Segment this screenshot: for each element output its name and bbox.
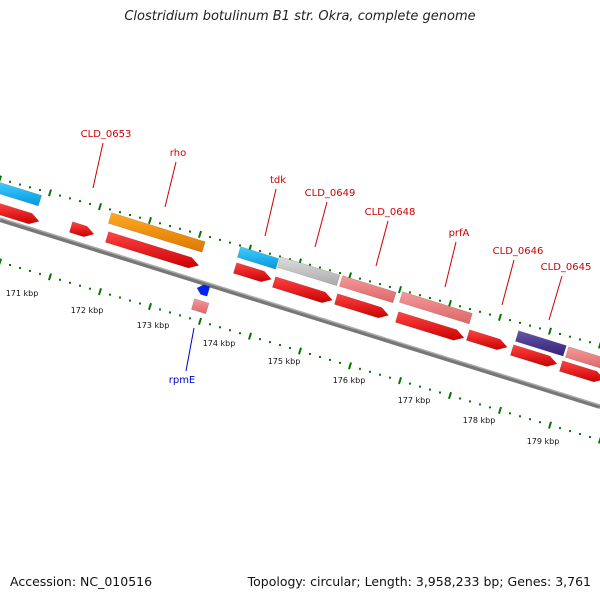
leader-line <box>444 241 457 288</box>
feature-pink-0648 <box>339 275 397 304</box>
leader-line <box>92 142 104 189</box>
gene-label: tdk <box>270 175 286 186</box>
cds-arrow-5 <box>272 276 333 304</box>
leader-line <box>164 161 177 208</box>
map-title: Clostridium botulinum B1 str. Okra, comp… <box>124 9 476 24</box>
cds-arrow-10 <box>559 360 600 383</box>
gene-label: CLD_0648 <box>365 207 416 218</box>
gene-label: CLD_0646 <box>493 246 544 257</box>
leader-line <box>375 220 389 267</box>
kbp-tick-label: 171 kbp <box>6 289 39 298</box>
leader-line <box>314 201 328 248</box>
feature-gray-0649 <box>277 256 341 286</box>
feature-blue-tdk <box>237 246 280 270</box>
cds-arrow-7 <box>395 311 465 341</box>
backbone <box>0 217 600 409</box>
kbp-tick-label: 178 kbp <box>463 416 496 425</box>
gene-label: CLD_0649 <box>305 188 356 199</box>
leader-line <box>548 275 563 321</box>
leader-line <box>264 188 277 237</box>
feature-pink-rpme <box>191 298 210 315</box>
cds-rpme <box>196 284 211 297</box>
cds-arrow-3 <box>105 231 200 269</box>
gene-label: CLD_0653 <box>81 129 132 140</box>
kbp-ticks: 171 kbp 172 kbp 173 kbp 174 kbp 175 kbp 176 k… <box>6 289 560 446</box>
gene-label: prfA <box>449 228 470 239</box>
cds-arrow-8 <box>466 329 508 351</box>
feature-tracks <box>0 182 600 383</box>
feature-orange-rho <box>108 212 206 253</box>
feature-pink-prfa <box>399 291 473 325</box>
gene-label: CLD_0645 <box>541 262 592 273</box>
kbp-tick-label: 175 kbp <box>268 357 301 366</box>
cds-arrow-4 <box>233 262 272 283</box>
feature-pink-0645 <box>565 346 600 369</box>
kbp-tick-label: 176 kbp <box>333 376 366 385</box>
leader-line <box>185 327 195 372</box>
cds-arrow-9 <box>510 344 558 367</box>
kbp-tick-label: 177 kbp <box>398 396 431 405</box>
kbp-tick-label: 179 kbp <box>527 437 560 446</box>
gene-label: rho <box>170 148 186 159</box>
cds-arrow-1 <box>0 203 40 225</box>
topology-summary: Topology: circular; Length: 3,958,233 bp… <box>247 574 591 589</box>
accession-text: Accession: NC_010516 <box>10 574 153 589</box>
cds-arrow-6 <box>334 293 390 319</box>
leader-line <box>501 259 515 306</box>
gc-dot-tracks <box>0 175 600 444</box>
kbp-tick-label: 172 kbp <box>71 306 104 315</box>
kbp-tick-label: 173 kbp <box>137 321 170 330</box>
feature-navy-0646 <box>515 330 567 357</box>
feature-blue-left <box>0 182 42 207</box>
kbp-tick-label: 174 kbp <box>203 339 236 348</box>
gene-label: rpmE <box>169 375 196 386</box>
cds-arrow-2 <box>69 221 95 238</box>
